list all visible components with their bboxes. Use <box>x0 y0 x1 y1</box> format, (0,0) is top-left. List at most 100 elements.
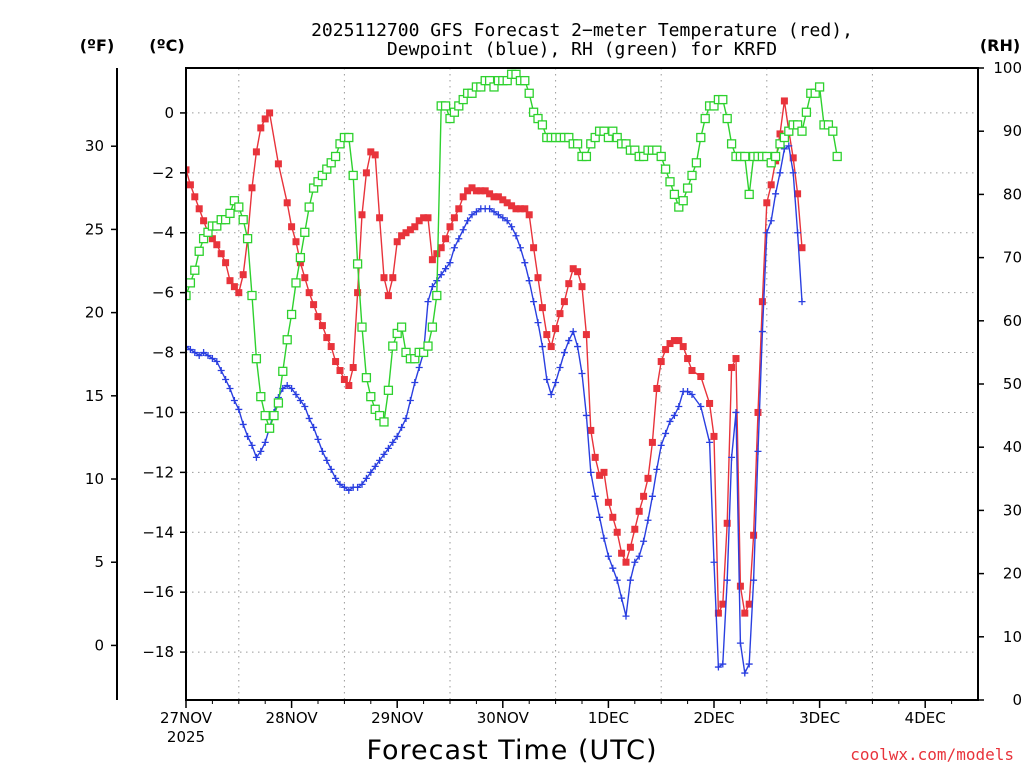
temperature-point <box>384 292 392 300</box>
dewpoint-point <box>191 349 199 357</box>
celsius-tick-label: −10 <box>142 403 174 421</box>
dewpoint-point <box>736 639 744 647</box>
temperature-point <box>318 322 326 330</box>
temperature-point <box>376 214 384 222</box>
temperature-point <box>574 268 582 276</box>
series-2-meter-temperature <box>186 97 806 617</box>
dewpoint-point <box>327 465 335 473</box>
dewpoint-point <box>305 414 313 422</box>
dewpoint-point <box>208 355 216 363</box>
dewpoint-point <box>512 232 520 240</box>
dewpoint-point <box>301 402 309 410</box>
dewpoint-point <box>613 576 621 584</box>
temperature-point <box>362 169 370 177</box>
rh-tick-label: 20 <box>1003 565 1022 583</box>
temperature-point <box>208 235 216 243</box>
dewpoint-point <box>758 328 766 336</box>
temperature-point <box>336 367 344 375</box>
temperature-point <box>710 432 718 440</box>
celsius-tick-label: −16 <box>142 583 174 601</box>
temperature-point <box>226 277 234 285</box>
temperature-point <box>745 600 753 608</box>
temperature-point <box>358 211 366 219</box>
dewpoint-point <box>384 444 392 452</box>
temperature-point <box>635 507 643 515</box>
dewpoint-point <box>723 576 731 584</box>
dewpoint-point <box>310 423 318 431</box>
temperature-point <box>406 226 414 234</box>
temperature-point <box>349 364 357 372</box>
temperature-point <box>503 199 511 207</box>
rh-point <box>300 227 310 237</box>
x-tick-label: 29NOV <box>371 709 424 727</box>
temperature-point <box>728 364 736 372</box>
temperature-point <box>442 235 450 243</box>
dewpoint-point <box>596 513 604 521</box>
rh-point <box>304 202 314 212</box>
dewpoint-point <box>767 217 775 225</box>
dewpoint-point <box>675 402 683 410</box>
dewpoint-point <box>547 390 555 398</box>
temperature-point <box>723 519 731 527</box>
temperature-point <box>675 337 683 345</box>
rh-tick-label: 90 <box>1003 122 1022 140</box>
temperature-point <box>534 274 542 282</box>
temperature-point <box>631 525 639 533</box>
temperature-point <box>582 331 590 339</box>
dewpoint-point <box>261 438 269 446</box>
temperature-point <box>288 223 296 231</box>
dewpoint-point <box>406 396 414 404</box>
x-tick-label: 27NOV <box>160 709 213 727</box>
dewpoint-point <box>609 564 617 572</box>
rh-point <box>291 278 301 288</box>
temperature-point <box>345 381 353 389</box>
dewpoint-point <box>560 349 568 357</box>
dewpoint-point <box>217 367 225 375</box>
temperature-point <box>556 310 564 318</box>
rh-point <box>828 126 838 136</box>
rh-tick-label: 30 <box>1003 501 1022 519</box>
dewpoint-point <box>666 417 674 425</box>
temperature-point <box>217 250 225 258</box>
temperature-point <box>450 214 458 222</box>
dewpoint-point <box>543 376 551 384</box>
celsius-axis-label: (ºC) <box>149 36 184 55</box>
temperature-point <box>305 289 313 297</box>
temperature-point <box>552 325 560 333</box>
temperature-point <box>499 196 507 204</box>
fahrenheit-axis-label: (ºF) <box>80 36 115 55</box>
dewpoint-point <box>631 558 639 566</box>
temperature-point <box>591 453 599 461</box>
rh-point <box>225 208 235 219</box>
temperature-point <box>340 376 348 384</box>
rh-point <box>537 120 548 130</box>
dewpoint-point <box>323 456 331 464</box>
rh-point <box>718 94 728 105</box>
dewpoint-point <box>288 384 296 392</box>
rh-point <box>242 233 253 244</box>
dewpoint-point <box>424 298 432 306</box>
x-tick-label: 1DEC <box>588 709 629 727</box>
dewpoint-point <box>684 387 692 395</box>
dewpoint-point <box>657 441 665 449</box>
temperature-point <box>789 154 797 162</box>
dewpoint-point <box>380 450 388 458</box>
temperature-point <box>327 343 335 351</box>
dewpoint-point <box>622 612 630 620</box>
temperature-point <box>486 190 494 198</box>
rh-point <box>194 246 204 256</box>
dewpoint-point <box>186 346 194 354</box>
temperature-point <box>780 97 788 105</box>
temperature-point <box>719 600 727 608</box>
rh-tick-label: 60 <box>1003 312 1022 330</box>
temperature-point <box>472 187 480 195</box>
dewpoint-point <box>503 217 511 225</box>
dewpoint-point <box>750 576 758 584</box>
temperature-point <box>736 582 744 590</box>
dewpoint-point <box>706 438 714 446</box>
dewpoint-point <box>688 390 696 398</box>
rh-point <box>383 385 394 395</box>
dewpoint-point <box>648 492 656 500</box>
temperature-point <box>732 355 740 363</box>
